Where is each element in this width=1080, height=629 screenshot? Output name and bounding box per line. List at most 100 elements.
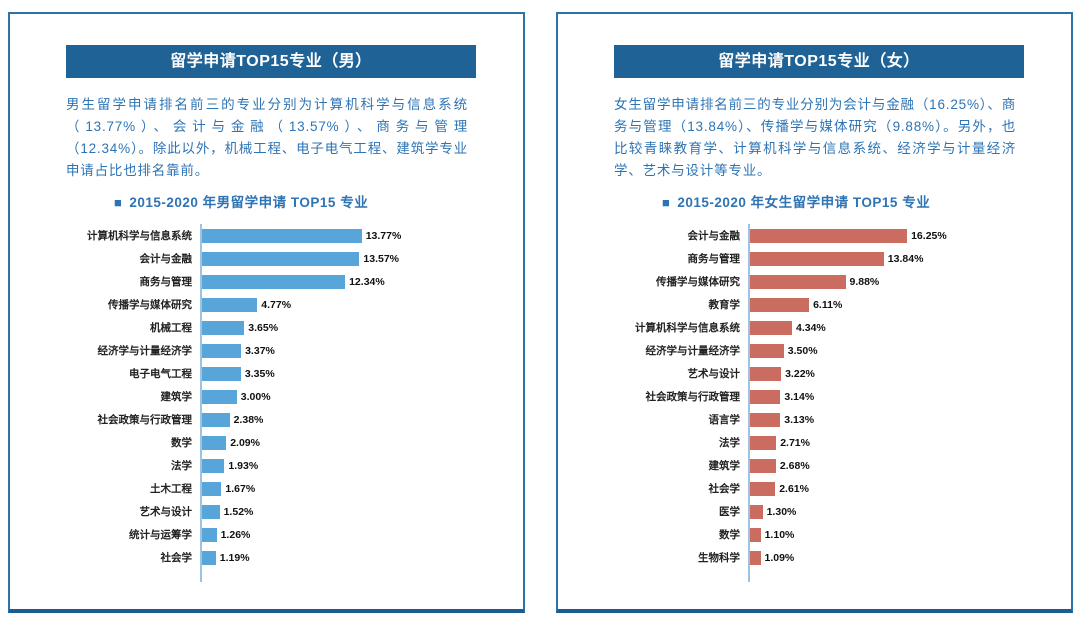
category-label: 建筑学 <box>708 460 741 472</box>
plot-area: 3.37% <box>200 339 523 362</box>
plot-area: 3.65% <box>200 316 523 339</box>
bar <box>202 251 360 266</box>
bar <box>750 435 777 450</box>
bar <box>202 343 242 358</box>
category-label: 教育学 <box>708 299 741 311</box>
plot-area: 9.88% <box>748 270 1071 293</box>
panel-female: 留学申请TOP15专业（女） 女生留学申请排名前三的专业分别为会计与金融（16.… <box>556 12 1073 613</box>
panel-female-description: 女生留学申请排名前三的专业分别为会计与金融（16.25%）、商务与管理（13.8… <box>614 97 1016 178</box>
bar-row: 生物科学 1.09% <box>558 546 1071 569</box>
plot-area: 1.10% <box>748 523 1071 546</box>
bar <box>202 274 346 289</box>
bar <box>202 527 217 542</box>
bar-row: 建筑学 3.00% <box>10 385 523 408</box>
bar <box>202 412 230 427</box>
category-label: 会计与金融 <box>687 230 741 242</box>
bar <box>750 412 781 427</box>
bar <box>202 228 362 243</box>
category-label: 传播学与媒体研究 <box>108 299 192 311</box>
category-label: 计算机科学与信息系统 <box>635 322 740 334</box>
category-label: 电子电气工程 <box>129 368 192 380</box>
plot-area: 2.61% <box>748 477 1071 500</box>
bar-row: 数学 1.10% <box>558 523 1071 546</box>
plot-area: 13.77% <box>200 224 523 247</box>
value-label: 2.38% <box>233 413 264 426</box>
bar-row: 经济学与计量经济学 3.50% <box>558 339 1071 362</box>
value-label: 9.88% <box>849 275 880 288</box>
bar-row: 机械工程 3.65% <box>10 316 523 339</box>
value-label: 1.30% <box>766 505 797 518</box>
value-label: 3.65% <box>248 321 279 334</box>
chart-title-male: ■ 2015-2020 年男留学申请 TOP15 专业 <box>114 191 523 211</box>
category-label: 法学 <box>171 460 192 472</box>
bar <box>202 435 227 450</box>
title-bullet-icon: ■ <box>114 195 123 210</box>
bar <box>202 458 225 473</box>
plot-area: 2.38% <box>200 408 523 431</box>
bar <box>202 550 216 565</box>
value-label: 2.71% <box>780 436 810 449</box>
value-label: 3.35% <box>244 367 275 380</box>
plot-area: 3.50% <box>748 339 1071 362</box>
value-label: 13.57% <box>363 252 400 265</box>
bar-row: 社会政策与行政管理 2.38% <box>10 408 523 431</box>
bar <box>750 228 908 243</box>
value-label: 2.09% <box>230 436 260 449</box>
bar <box>202 481 222 496</box>
category-label: 商务与管理 <box>687 253 741 265</box>
category-label: 传播学与媒体研究 <box>656 276 740 288</box>
bar-row: 计算机科学与信息系统 4.34% <box>558 316 1071 339</box>
value-label: 1.52% <box>223 505 254 518</box>
value-label: 4.77% <box>261 298 292 311</box>
bar-row: 统计与运筹学 1.26% <box>10 523 523 546</box>
chart-title-female-text: 2015-2020 年女生留学申请 TOP15 专业 <box>677 195 931 210</box>
category-label: 数学 <box>719 529 740 541</box>
bar <box>750 343 784 358</box>
plot-area: 4.34% <box>748 316 1071 339</box>
bar-row: 语言学 3.13% <box>558 408 1071 431</box>
bar-row: 法学 1.93% <box>10 454 523 477</box>
bar-row: 艺术与设计 1.52% <box>10 500 523 523</box>
bar-row: 社会学 1.19% <box>10 546 523 569</box>
category-label: 艺术与设计 <box>139 506 193 518</box>
bar <box>202 297 258 312</box>
category-label: 经济学与计量经济学 <box>97 345 193 357</box>
bar-row: 社会学 2.61% <box>558 477 1071 500</box>
bar-row: 数学 2.09% <box>10 431 523 454</box>
category-label: 社会学 <box>160 552 193 564</box>
value-label: 4.34% <box>796 321 826 334</box>
bar-row: 计算机科学与信息系统 13.77% <box>10 224 523 247</box>
category-label: 社会学 <box>708 483 741 495</box>
category-label: 经济学与计量经济学 <box>645 345 741 357</box>
plot-area: 16.25% <box>748 224 1071 247</box>
value-label: 3.22% <box>785 367 815 380</box>
bar <box>750 320 792 335</box>
bar <box>202 320 245 335</box>
bar <box>750 481 776 496</box>
plot-area: 2.09% <box>200 431 523 454</box>
bar-row: 教育学 6.11% <box>558 293 1071 316</box>
category-label: 医学 <box>719 506 740 518</box>
axis-tail <box>10 569 523 582</box>
value-label: 6.11% <box>813 298 843 311</box>
chart-title-male-text: 2015-2020 年男留学申请 TOP15 专业 <box>129 195 369 210</box>
category-label: 语言学 <box>708 414 741 426</box>
value-label: 1.09% <box>764 551 795 564</box>
category-label: 商务与管理 <box>139 276 193 288</box>
axis-tail <box>558 569 1071 582</box>
value-label: 1.19% <box>219 551 250 564</box>
panel-male: 留学申请TOP15专业（男） 男生留学申请排名前三的专业分别为计算机科学与信息系… <box>8 12 525 613</box>
plot-area: 3.35% <box>200 362 523 385</box>
value-label: 16.25% <box>911 229 947 242</box>
plot-area: 3.14% <box>748 385 1071 408</box>
bar <box>202 366 241 381</box>
bar <box>750 504 763 519</box>
plot-area: 2.68% <box>748 454 1071 477</box>
bar-row: 建筑学 2.68% <box>558 454 1071 477</box>
panel-female-header-banner: 留学申请TOP15专业（女） <box>614 45 1024 78</box>
value-label: 1.10% <box>764 528 795 541</box>
bar <box>750 251 884 266</box>
plot-area: 4.77% <box>200 293 523 316</box>
plot-area: 12.34% <box>200 270 523 293</box>
